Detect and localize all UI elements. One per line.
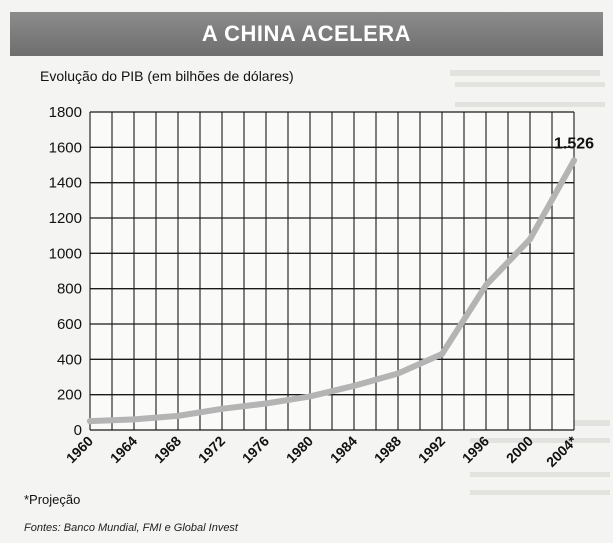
data-point bbox=[175, 412, 181, 419]
data-point bbox=[131, 416, 137, 423]
y-tick-label: 600 bbox=[57, 316, 82, 333]
data-point bbox=[395, 370, 401, 377]
data-point bbox=[87, 418, 93, 425]
x-tick-label: 1968 bbox=[151, 433, 184, 466]
x-tick-label: 2004* bbox=[543, 432, 581, 470]
chart-subtitle: Evolução do PIB (em bilhões de dólares) bbox=[40, 68, 294, 84]
x-tick-label: 1964 bbox=[107, 433, 140, 466]
data-label: 1.526 bbox=[554, 135, 594, 152]
x-tick-label: 1984 bbox=[327, 433, 360, 466]
y-tick-label: 400 bbox=[57, 351, 82, 368]
footnote: *Projeção bbox=[24, 492, 81, 507]
sources-note: Fontes: Banco Mundial, FMI e Global Inve… bbox=[24, 522, 238, 534]
x-tick-label: 1992 bbox=[415, 433, 448, 466]
title-banner: A CHINA ACELERA bbox=[10, 12, 603, 56]
x-tick-label: 1960 bbox=[63, 433, 96, 466]
data-point bbox=[263, 400, 269, 407]
x-tick-label: 1980 bbox=[283, 433, 316, 466]
data-point bbox=[219, 405, 225, 412]
data-point bbox=[527, 236, 533, 243]
data-point bbox=[439, 351, 445, 358]
x-tick-label: 1972 bbox=[195, 433, 228, 466]
y-tick-label: 1400 bbox=[49, 175, 82, 192]
data-point bbox=[307, 393, 313, 400]
y-tick-label: 200 bbox=[57, 387, 82, 404]
y-tick-label: 1000 bbox=[49, 245, 82, 262]
y-tick-label: 1200 bbox=[49, 210, 82, 227]
x-tick-label: 1996 bbox=[459, 433, 492, 466]
y-tick-label: 800 bbox=[57, 281, 82, 298]
data-point bbox=[483, 282, 489, 289]
series-line bbox=[87, 157, 577, 425]
data-point bbox=[571, 157, 577, 164]
y-tick-label: 1600 bbox=[49, 139, 82, 156]
x-tick-label: 1988 bbox=[371, 433, 404, 466]
chart-title: A CHINA ACELERA bbox=[201, 21, 412, 46]
x-tick-label: 1976 bbox=[239, 433, 272, 466]
plot-area: 0 200 400 600 800 1000 1200 1400 1600 1800 1960 196… bbox=[49, 104, 594, 470]
y-tick-label: 1800 bbox=[49, 104, 82, 121]
x-tick-label: 2000 bbox=[503, 433, 536, 466]
data-point bbox=[351, 382, 357, 389]
y-tick-label: 0 bbox=[74, 422, 82, 439]
